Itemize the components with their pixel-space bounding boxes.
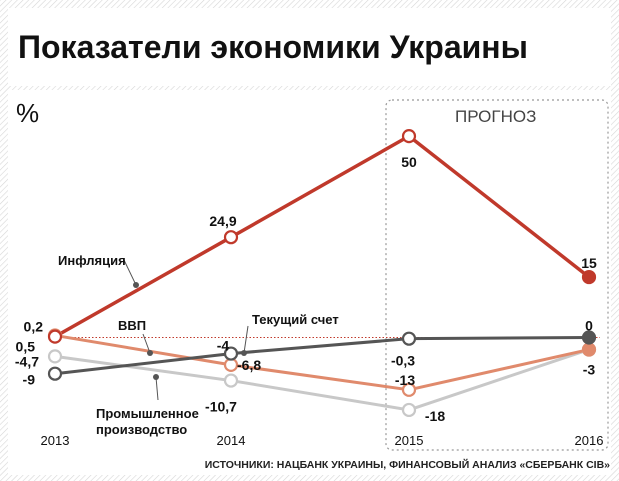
data-label-gdp-2013: 0,5 bbox=[16, 338, 36, 354]
legend-callout-current-account: Текущий счет bbox=[241, 312, 339, 356]
data-label-current-account-2015: -0,3 bbox=[391, 353, 415, 369]
data-label-gdp-2014: -6,8 bbox=[237, 357, 261, 373]
x-tick-label-2014: 2014 bbox=[217, 433, 246, 448]
legend-label-industrial-line-1: Промышленное bbox=[96, 406, 199, 421]
data-point-inflation-2013 bbox=[47, 329, 63, 344]
data-point-inflation-2016 bbox=[581, 269, 597, 285]
data-label-industrial-production-2014: -10,7 bbox=[205, 399, 237, 415]
legend-callout-inflation: Инфляция bbox=[58, 253, 139, 288]
series-line-industrial-production bbox=[54, 348, 590, 412]
data-point-current-account-2014 bbox=[223, 346, 239, 361]
plot-panel bbox=[8, 90, 611, 475]
series-layer bbox=[54, 134, 591, 412]
data-point-inflation-2014 bbox=[223, 230, 239, 245]
data-label-gdp-2015: -13 bbox=[395, 372, 415, 388]
data-label-industrial-production-2013: -4,7 bbox=[15, 353, 39, 369]
data-label-inflation-2016: 15 bbox=[581, 255, 597, 271]
legend-callout-gdp: ВВП bbox=[118, 318, 153, 356]
legend-label-industrial-line-2: производство bbox=[96, 422, 187, 437]
forecast-box bbox=[385, 99, 609, 451]
legend-callout-industrial-production: Промышленное производство bbox=[96, 374, 202, 437]
y-axis-label: % bbox=[16, 98, 39, 128]
series-line-gdp bbox=[54, 333, 590, 392]
data-label-inflation-2013: 0,2 bbox=[24, 319, 44, 335]
data-point-industrial-production-2015 bbox=[401, 402, 417, 418]
series-line-inflation bbox=[54, 134, 591, 339]
data-point-gdp-2016 bbox=[581, 342, 597, 357]
source-note: ИСТОЧНИКИ: НАЦБАНК УКРАИНЫ, ФИНАНСОВЫЙ А… bbox=[205, 458, 610, 471]
data-point-gdp-2015 bbox=[401, 382, 417, 397]
data-point-current-account-2016 bbox=[581, 330, 597, 345]
legend-label-current-account: Текущий счет bbox=[252, 312, 339, 327]
forecast-label: ПРОГНОЗ bbox=[455, 107, 536, 126]
legend-label-inflation: Инфляция bbox=[58, 253, 126, 268]
x-tick-label-2013: 2013 bbox=[41, 433, 70, 448]
x-tick-label-2015: 2015 bbox=[395, 433, 424, 448]
data-point-inflation-2015 bbox=[401, 129, 417, 144]
data-label-inflation-2015: 50 bbox=[401, 154, 417, 170]
data-label-current-account-2013: -9 bbox=[23, 372, 36, 388]
data-label-inflation-2014: 24,9 bbox=[209, 213, 236, 229]
data-label-gdp-2016: -3 bbox=[583, 362, 596, 378]
legend-label-industrial-production: Промышленное производство bbox=[96, 406, 202, 437]
data-label-industrial-production-2015: -18 bbox=[425, 408, 445, 424]
value-labels-layer: -4,7 -10,7 -18 0,5 -6,8 -13 -3 -9 -4 -0,3 0 0,2 24,9… bbox=[15, 154, 597, 424]
series-line-current-account bbox=[54, 335, 590, 376]
chart-title: Показатели экономики Украины bbox=[18, 29, 528, 65]
data-label-current-account-2016: 0 bbox=[585, 317, 593, 333]
points-layer bbox=[47, 129, 597, 418]
data-point-current-account-2015 bbox=[401, 331, 417, 346]
data-point-current-account-2013 bbox=[47, 366, 63, 381]
title-panel bbox=[8, 8, 611, 86]
x-tick-label-2016: 2016 bbox=[575, 433, 604, 448]
data-point-industrial-production-2014 bbox=[223, 373, 239, 388]
data-point-industrial-production-2013 bbox=[47, 349, 63, 364]
legend-label-gdp: ВВП bbox=[118, 318, 146, 333]
data-label-current-account-2014: -4 bbox=[217, 338, 230, 354]
